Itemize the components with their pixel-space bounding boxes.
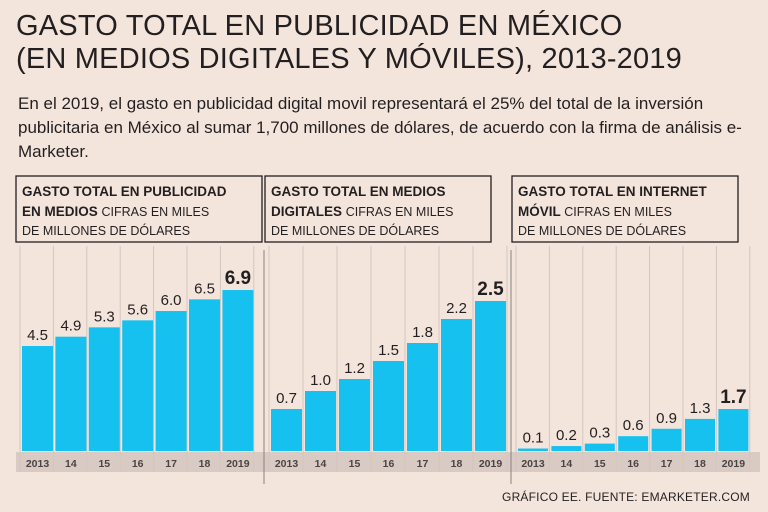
- data-label: 0.3: [589, 425, 610, 442]
- bar: [718, 409, 749, 451]
- page-title: GASTO TOTAL EN PUBLICIDAD EN MÉXICO (EN …: [16, 10, 756, 76]
- panel-title-units: DE MILLONES DE DÓLARES: [271, 223, 439, 238]
- x-tick-label: 16: [383, 458, 395, 470]
- x-tick-label: 2019: [479, 458, 503, 470]
- data-label: 4.5: [27, 327, 48, 344]
- panel-title-units: DE MILLONES DE DÓLARES: [518, 223, 686, 238]
- data-label: 1.3: [690, 400, 711, 417]
- panel-title-box: [15, 175, 263, 243]
- title-line-1: GASTO TOTAL EN PUBLICIDAD EN MÉXICO: [16, 10, 623, 42]
- bar: [518, 448, 548, 451]
- data-label: 5.6: [127, 301, 148, 318]
- bar: [373, 361, 404, 451]
- data-label: 6.9: [225, 268, 251, 289]
- bar: [88, 327, 120, 451]
- data-label: 6.5: [194, 280, 215, 297]
- data-label: 4.9: [60, 318, 81, 335]
- panel-title-bold: GASTO TOTAL EN MEDIOS: [271, 184, 446, 199]
- data-label: 0.1: [523, 430, 544, 447]
- x-tick-label: 14: [65, 458, 77, 470]
- x-tick-label: 2013: [26, 458, 50, 470]
- bar: [271, 409, 302, 451]
- panel-title-units: DE MILLONES DE DÓLARES: [22, 223, 190, 238]
- x-tick-label: 2013: [521, 458, 545, 470]
- data-label: 0.6: [623, 417, 644, 434]
- data-label: 2.5: [477, 279, 504, 300]
- x-tick-label: 17: [165, 458, 177, 470]
- bar: [122, 320, 154, 451]
- title-line-2: (EN MEDIOS DIGITALES Y MÓVILES), 2013-20…: [16, 43, 682, 75]
- bar: [618, 436, 649, 451]
- data-label: 0.9: [656, 410, 677, 427]
- x-tick-label: 17: [417, 458, 429, 470]
- bar: [22, 346, 53, 451]
- bar: [584, 443, 615, 451]
- x-tick-label: 17: [661, 458, 673, 470]
- x-tick-label: 15: [98, 458, 110, 470]
- bar: [305, 391, 336, 451]
- x-tick-label: 14: [315, 458, 327, 470]
- bar: [55, 336, 87, 451]
- data-label: 2.2: [446, 300, 467, 317]
- panel-title-line2: DIGITALES CIFRAS EN MILES: [271, 204, 453, 219]
- x-tick-label: 2019: [226, 458, 250, 470]
- subtitle-text: En el 2019, el gasto en publicidad digit…: [18, 94, 742, 161]
- x-tick-label: 15: [594, 458, 606, 470]
- bar: [685, 418, 715, 451]
- panel-title-line2: MÓVIL CIFRAS EN MILES: [518, 204, 672, 219]
- x-tick-label: 18: [694, 458, 706, 470]
- data-label: 1.8: [412, 324, 433, 341]
- bar: [475, 301, 506, 451]
- bar: [155, 311, 187, 451]
- panel-title-line2: EN MEDIOS CIFRAS EN MILES: [22, 204, 209, 219]
- panel-title-box: [511, 175, 739, 243]
- panel-title-bold: GASTO TOTAL EN PUBLICIDAD: [22, 184, 227, 199]
- x-tick-label: 15: [349, 458, 361, 470]
- data-label: 0.7: [276, 390, 297, 407]
- x-tick-label: 14: [561, 458, 573, 470]
- bar: [441, 319, 472, 451]
- data-label: 5.3: [94, 308, 115, 325]
- bar: [222, 290, 254, 451]
- data-label: 1.0: [310, 372, 331, 389]
- source-credit: GRÁFICO EE. FUENTE: EMARKETER.COM: [502, 490, 750, 504]
- data-label: 1.7: [720, 387, 746, 408]
- x-tick-label: 18: [199, 458, 211, 470]
- x-tick-label: 16: [627, 458, 639, 470]
- x-axis-band: [16, 452, 760, 472]
- data-label: 0.2: [556, 427, 577, 444]
- panel-title-box: [264, 175, 492, 243]
- data-label: 1.5: [378, 342, 399, 359]
- x-tick-label: 2013: [275, 458, 299, 470]
- x-tick-label: 18: [451, 458, 463, 470]
- bar: [551, 446, 582, 451]
- data-label: 1.2: [344, 360, 365, 377]
- x-tick-label: 2019: [722, 458, 746, 470]
- bar: [339, 379, 370, 451]
- bar: [189, 299, 220, 451]
- x-tick-label: 16: [132, 458, 144, 470]
- bar: [407, 343, 438, 451]
- data-label: 6.0: [161, 292, 182, 309]
- bar: [651, 428, 682, 451]
- panel-title-bold: GASTO TOTAL EN INTERNET: [518, 184, 708, 199]
